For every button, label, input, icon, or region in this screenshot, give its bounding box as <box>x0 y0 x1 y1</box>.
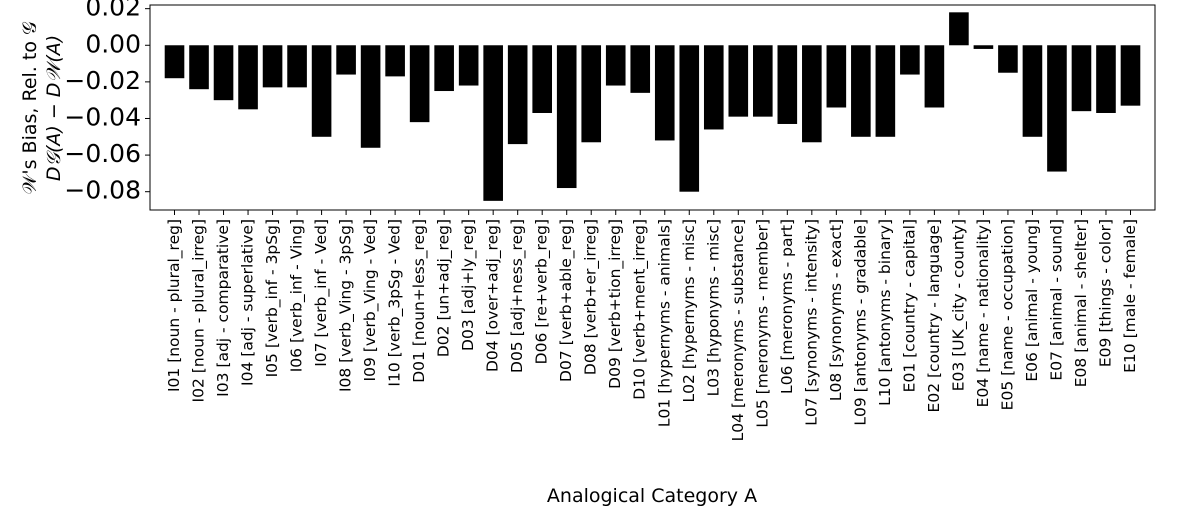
bar-31 <box>924 45 945 108</box>
x-tick-label: E05 [name - occupation] <box>998 219 1016 410</box>
x-tick-label: L07 [synonyms - intensity] <box>802 219 820 426</box>
x-tick-label: D10 [verb+ment_irreg] <box>631 219 650 400</box>
bar-39 <box>1120 45 1141 106</box>
x-tick-label: D04 [over+adj_reg] <box>484 219 503 372</box>
bar-11 <box>434 45 454 92</box>
x-tick-label: D03 [adj+ly_reg] <box>459 219 478 351</box>
bar-30 <box>900 45 920 75</box>
x-tick-label: L04 [meronyms - substance] <box>729 219 747 441</box>
x-tick-label: E10 [male - female] <box>1121 219 1139 373</box>
bar-18 <box>605 45 626 86</box>
x-tick-label: L06 [meronyms - part] <box>778 219 796 394</box>
x-tick-label: D07 [verb+able_reg] <box>557 219 576 382</box>
bar-27 <box>826 45 847 108</box>
bar-20 <box>654 45 675 141</box>
bar-25 <box>777 45 798 124</box>
bar-37 <box>1071 45 1092 112</box>
x-tick-label: I05 [verb_inf - 3pSg] <box>263 219 282 377</box>
x-tick-label: E02 [country - language] <box>925 219 943 412</box>
bar-17 <box>581 45 602 143</box>
x-tick-label: E06 [animal - young] <box>1023 219 1041 382</box>
bar-6 <box>311 45 332 137</box>
x-tick-label: L05 [meronyms - member] <box>753 219 771 428</box>
bar-7 <box>336 45 356 75</box>
x-tick-label: L09 [antonyms - gradable] <box>851 219 869 426</box>
y-axis-label-line2: D𝒢(A) − D𝒲(A) <box>43 35 65 181</box>
bar-28 <box>851 45 871 137</box>
bar-16 <box>556 45 577 189</box>
x-ticks-group: I01 [noun - plural_reg] I02 [noun - plura… <box>165 210 1139 441</box>
bar-36 <box>1047 45 1067 172</box>
x-tick-label: I04 [adj - superlative] <box>239 219 257 386</box>
bar-34 <box>998 45 1018 73</box>
x-tick-label: L08 [synonyms - exact] <box>827 219 845 401</box>
x-tick-label: L10 [antonyms - binary] <box>876 219 894 406</box>
bar-15 <box>532 45 552 113</box>
axes-frame <box>149 4 1156 211</box>
bar-38 <box>1096 45 1116 113</box>
bar-8 <box>360 45 381 148</box>
y-tick-label: −0.08 <box>64 176 141 205</box>
y-tick-label: −0.06 <box>64 139 141 168</box>
x-tick-label: I09 [verb_Ving - Ved] <box>361 219 380 381</box>
bar-24 <box>753 45 773 117</box>
x-tick-label: I01 [noun - plural_reg] <box>165 219 184 392</box>
bar-32 <box>949 12 969 46</box>
x-tick-label: L01 [hypernyms - animals] <box>655 219 673 427</box>
x-tick-label: D08 [verb+er_irreg] <box>582 219 601 375</box>
x-tick-label: D05 [adj+ness_reg] <box>508 219 527 373</box>
y-tick-label: −0.04 <box>64 102 141 131</box>
bar-4 <box>262 45 283 88</box>
bar-5 <box>287 45 307 88</box>
bar-1 <box>189 45 209 90</box>
x-tick-label: I03 [adj - comparative] <box>214 219 232 397</box>
x-tick-label: E01 [country - capital] <box>900 219 918 392</box>
x-tick-label: I06 [verb_inf - Ving] <box>288 219 307 372</box>
x-tick-label: I07 [verb_inf - Ved] <box>312 219 331 367</box>
x-tick-label: D09 [verb+tion_irreg] <box>606 219 625 389</box>
bar-33 <box>973 45 994 49</box>
x-tick-label: E07 [animal - sound] <box>1047 219 1065 381</box>
bar-13 <box>483 45 503 201</box>
y-axis-label-line1: 𝒲's Bias, Rel. to 𝒢 <box>19 21 41 195</box>
x-tick-label: D01 [noun+less_reg] <box>410 219 429 383</box>
y-tick-label: 0.00 <box>85 29 141 58</box>
bar-35 <box>1022 45 1043 137</box>
x-tick-label: E03 [UK_city - county] <box>949 219 968 391</box>
bar-0 <box>164 45 185 79</box>
y-ticks-group: 0.02 0.00 −0.02 −0.04 −0.06 −0.08 <box>64 0 150 205</box>
y-tick-label: 0.02 <box>85 0 141 22</box>
x-tick-label: L03 [hyponyms - misc] <box>704 219 722 396</box>
x-axis-label: Analogical Category A <box>547 485 757 507</box>
bar-2 <box>213 45 234 101</box>
bar-14 <box>507 45 528 145</box>
x-tick-label: E09 [things - color] <box>1096 219 1114 367</box>
bar-9 <box>385 45 405 77</box>
x-tick-label: D02 [un+adj_reg] <box>435 219 454 357</box>
bar-29 <box>875 45 896 137</box>
x-tick-label: E08 [animal - shelter] <box>1072 219 1090 387</box>
bar-3 <box>238 45 258 110</box>
x-tick-label: D06 [re+verb_reg] <box>533 219 552 364</box>
x-tick-label: I02 [noun - plural_irreg] <box>190 219 209 402</box>
x-tick-label: L02 [hypernyms - misc] <box>680 219 698 402</box>
y-tick-label: −0.02 <box>64 66 141 95</box>
bars-group <box>164 12 1141 201</box>
x-tick-label: E04 [name - nationality] <box>974 219 992 407</box>
bar-19 <box>630 45 651 93</box>
bar-12 <box>458 45 479 86</box>
x-tick-label: I08 [verb_Ving - 3pSg] <box>337 219 356 392</box>
bar-23 <box>728 45 749 117</box>
bar-22 <box>703 45 724 130</box>
bar-26 <box>802 45 822 143</box>
bar-21 <box>679 45 700 192</box>
x-tick-label: I10 [verb_3pSg - Ved] <box>386 219 405 387</box>
bar-10 <box>409 45 430 123</box>
